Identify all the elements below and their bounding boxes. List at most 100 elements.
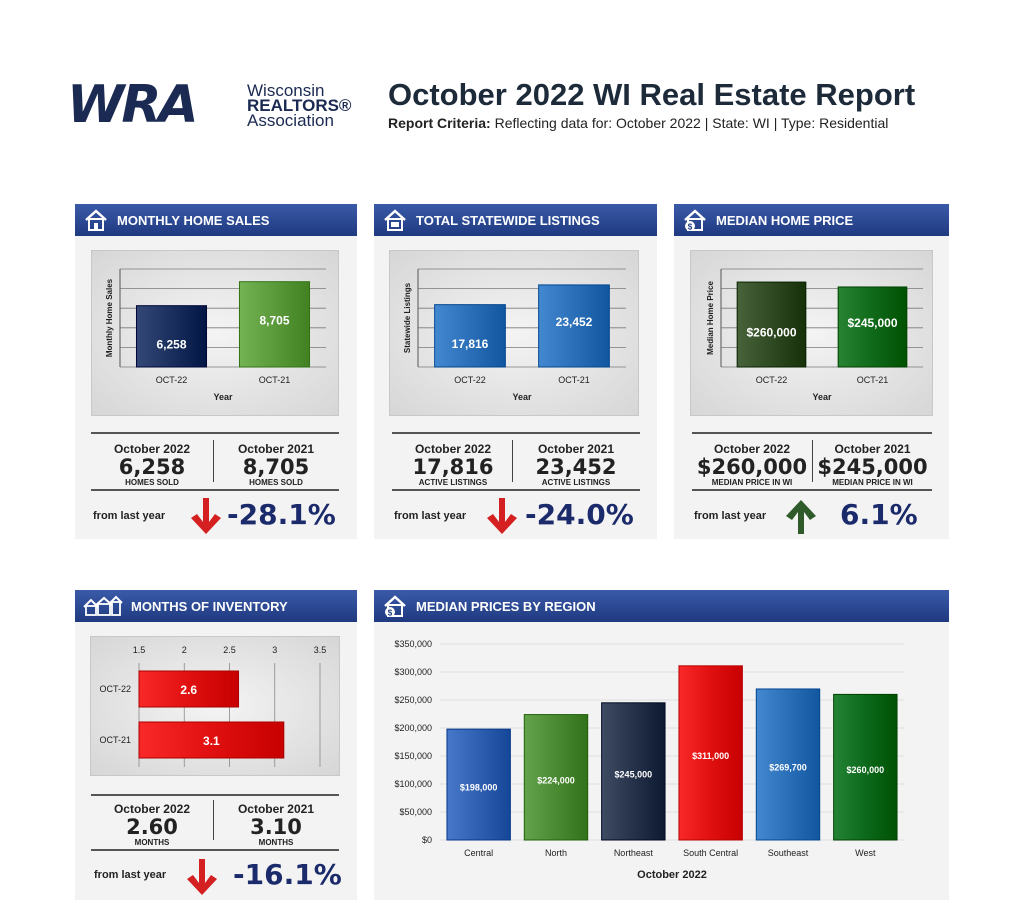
- y-tick-label: $50,000: [399, 807, 432, 817]
- bar-oct-21: [138, 721, 285, 759]
- stat-rule-top: [91, 794, 339, 796]
- stat-rule-bottom: [392, 489, 640, 491]
- y-tick-label: $0: [422, 835, 432, 845]
- x-tick-label: North: [545, 848, 567, 858]
- y-axis-label: Monthly Home Sales: [105, 278, 114, 357]
- stat-label: October 2022: [113, 802, 191, 816]
- change-percent: -28.1%: [227, 498, 336, 531]
- stat-sub: HOMES SOLD: [125, 478, 179, 487]
- criteria-text: Reflecting data for: October 2022 | Stat…: [494, 115, 889, 131]
- stat-oct-2022: October 2022 $260,000 MEDIAN PRICE IN WI: [692, 442, 812, 487]
- y-axis-label: Median Home Price: [706, 281, 715, 355]
- stat-sub: MEDIAN PRICE IN WI: [832, 478, 913, 487]
- stat-divider: [512, 440, 513, 482]
- bar-value-label: $260,000: [847, 765, 885, 775]
- bar-south-central: [678, 665, 743, 841]
- stat-oct-2022: October 2022 2.60 MONTHS: [91, 802, 213, 847]
- x-tick-label: OCT-21: [558, 375, 590, 385]
- stat-oct-2021: October 2021 23,452 ACTIVE LISTINGS: [514, 442, 638, 487]
- stat-label: October 2021: [834, 442, 911, 456]
- bar-central: [446, 728, 511, 841]
- panel-title: MONTHLY HOME SALES: [117, 212, 270, 228]
- stat-value: $245,000: [817, 455, 928, 479]
- bar-value-label: $311,000: [692, 751, 729, 761]
- change-percent: -16.1%: [233, 858, 342, 891]
- bar-oct-21: [837, 286, 908, 368]
- bar-oct-22: [434, 304, 506, 368]
- bar-oct-21: [238, 281, 311, 368]
- x-tick-label: 2: [182, 645, 187, 655]
- x-tick-label: South Central: [683, 848, 738, 858]
- y-tick-label: $300,000: [394, 667, 432, 677]
- x-axis-label: Year: [512, 392, 532, 402]
- x-tick-label: OCT-22: [454, 375, 486, 385]
- stat-sub: MONTHS: [134, 838, 170, 847]
- stat-sub: MONTHS: [258, 838, 294, 847]
- bar-value-label: $245,000: [615, 769, 653, 779]
- criteria-label: Report Criteria:: [388, 115, 491, 131]
- stat-oct-2022: October 2022 17,816 ACTIVE LISTINGS: [392, 442, 514, 487]
- house-dollar-icon: $: [682, 208, 708, 232]
- bar-value-label: 17,816: [452, 337, 489, 351]
- x-tick-label: Central: [464, 848, 493, 858]
- x-axis-label: Year: [213, 392, 233, 402]
- stat-sub: ACTIVE LISTINGS: [418, 478, 488, 487]
- stat-value: 8,705: [242, 455, 310, 479]
- down-arrow-icon: [191, 498, 221, 534]
- bar-value-label: 2.6: [180, 683, 197, 697]
- stat-oct-2021: October 2021 $245,000 MEDIAN PRICE IN WI: [813, 442, 932, 487]
- x-axis-label: Year: [812, 392, 832, 402]
- stat-divider: [812, 440, 813, 482]
- logo-wordmark: WRA: [67, 75, 199, 135]
- stat-rule-top: [392, 432, 640, 434]
- panel-title: MONTHS OF INVENTORY: [131, 598, 288, 614]
- stat-sub: MEDIAN PRICE IN WI: [711, 478, 793, 487]
- stat-oct-2021: October 2021 8,705 HOMES SOLD: [215, 442, 337, 487]
- y-tick-label: $350,000: [394, 639, 432, 649]
- stat-rule-top: [692, 432, 932, 434]
- chart-area: $260,000 OCT-22 $245,000 OCT-21 Year Median H…: [690, 250, 933, 416]
- bar-oct-22: [736, 281, 807, 368]
- bar-oct-22: [135, 305, 208, 368]
- price-chart: $260,000 OCT-22 $245,000 OCT-21 Year Median H…: [706, 268, 923, 402]
- panel-header: $ MEDIAN HOME PRICE: [674, 204, 949, 236]
- panel-header: TOTAL STATEWIDE LISTINGS: [374, 204, 657, 236]
- page-title: October 2022 WI Real Estate Report: [388, 77, 916, 112]
- bar-value-label: 8,705: [259, 313, 289, 327]
- up-arrow-icon: [786, 500, 816, 534]
- y-tick-label: $250,000: [394, 695, 432, 705]
- bar-value-label: $245,000: [847, 316, 897, 330]
- panel-median-home-price: $ MEDIAN HOME PRICE $260,000 OCT-22 $245,0…: [674, 204, 949, 539]
- stat-value: 17,816: [412, 455, 494, 479]
- down-arrow-icon: [187, 859, 217, 895]
- bar-southeast: [755, 688, 821, 841]
- bar-value-label: 6,258: [156, 337, 186, 351]
- y-tick-label: $150,000: [394, 751, 432, 761]
- stat-oct-2021: October 2021 3.10 MONTHS: [215, 802, 337, 847]
- stat-rule-bottom: [692, 489, 932, 491]
- svg-text:$: $: [688, 223, 693, 232]
- y-tick-label: OCT-22: [99, 684, 131, 694]
- bar-value-label: 23,452: [556, 315, 593, 329]
- svg-text:$: $: [388, 609, 393, 618]
- y-tick-label: OCT-21: [99, 735, 131, 745]
- bar-value-label: 3.1: [203, 734, 220, 748]
- houses-icon: [83, 594, 123, 618]
- stat-rule-top: [91, 432, 339, 434]
- stat-value: 2.60: [126, 815, 178, 839]
- region-chart: $0 $50,000 $100,000 $150,000 $200,000 $250,00…: [394, 639, 904, 881]
- stat-sub: ACTIVE LISTINGS: [541, 478, 611, 487]
- stat-oct-2022: October 2022 6,258 HOMES SOLD: [91, 442, 213, 487]
- bar-north: [523, 714, 589, 841]
- panel-title: MEDIAN PRICES BY REGION: [416, 598, 596, 614]
- panel-median-prices-by-region: $ MEDIAN PRICES BY REGION $0 $50,000 $100,…: [374, 590, 949, 900]
- stat-rule-bottom: [91, 489, 339, 491]
- x-tick-label: OCT-21: [259, 375, 291, 385]
- panel-title: TOTAL STATEWIDE LISTINGS: [416, 212, 600, 228]
- from-last-year: from last year: [94, 869, 167, 881]
- stat-label: October 2021: [537, 442, 615, 456]
- y-axis-label: Statewide Listings: [403, 282, 412, 353]
- panel-header: MONTHS OF INVENTORY: [75, 590, 357, 622]
- panel-months-of-inventory: MONTHS OF INVENTORY 1.5 2 2.5 3 3.5 2.6 OCT-22…: [75, 590, 357, 900]
- stat-label: October 2022: [414, 442, 492, 456]
